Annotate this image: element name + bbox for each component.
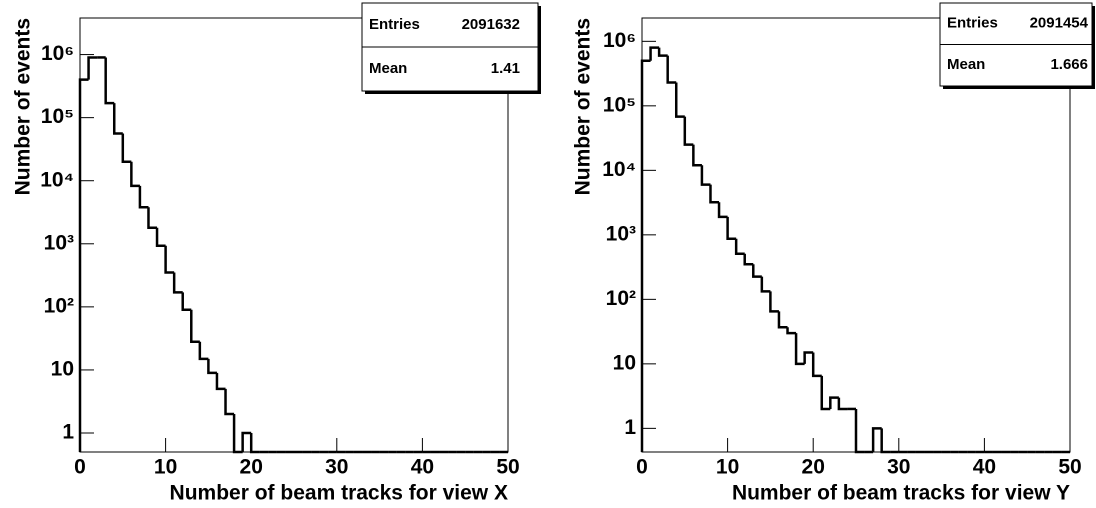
x-tick-label: 30	[887, 456, 910, 479]
histogram-bin	[829, 396, 839, 409]
histogram-bin	[709, 184, 720, 204]
x-tick-label: 10	[154, 456, 177, 479]
histogram-bin	[777, 311, 788, 329]
histogram-bin	[752, 264, 762, 278]
y-tick-label: 10	[51, 357, 74, 380]
histogram-bin	[811, 352, 822, 378]
histogram-bin	[198, 341, 209, 361]
y-tick-label: 10⁶	[603, 29, 636, 52]
histogram-bin	[164, 245, 175, 274]
stats-value: 1.41	[491, 60, 520, 77]
histogram-bin	[657, 47, 668, 57]
histogram-bin	[121, 133, 132, 163]
histogram-bin	[760, 276, 771, 293]
x-tick-label: 50	[1058, 456, 1081, 479]
y-tick-label: 10³	[606, 222, 636, 245]
histogram-bin	[769, 291, 779, 313]
stats-label: Mean	[947, 56, 985, 73]
histogram-bin	[803, 351, 814, 364]
y-tick-label: 10³	[44, 231, 74, 254]
histogram-bin	[241, 431, 252, 452]
histogram-bin	[743, 253, 754, 266]
histogram-bin	[190, 309, 200, 343]
stats-label: Entries	[369, 16, 420, 33]
x-tick-label: 0	[636, 456, 648, 479]
histogram-bin	[181, 292, 192, 312]
histogram-bin	[249, 433, 260, 454]
y-tick-label: 10⁴	[40, 168, 74, 191]
histogram-bin	[640, 59, 651, 452]
histogram-bin	[215, 372, 226, 391]
y-axis-title: Number of events	[572, 18, 595, 195]
histogram-bin	[649, 46, 660, 61]
histogram-bin	[683, 116, 694, 146]
histogram-bin	[155, 227, 166, 248]
y-tick-label: 10⁶	[41, 42, 74, 65]
histogram-bin	[674, 82, 685, 118]
histogram-bin	[87, 56, 98, 80]
histogram-bin	[700, 165, 711, 186]
stats-label: Mean	[369, 60, 407, 77]
stats-value: 1.666	[1050, 56, 1088, 73]
histogram-bin	[147, 207, 158, 229]
histogram-bin	[172, 272, 183, 294]
histogram-bin	[871, 427, 882, 452]
stats-value: 2091632	[462, 16, 520, 33]
histogram-bin	[666, 55, 677, 84]
histogram-bin	[734, 238, 745, 255]
x-tick-label: 30	[325, 456, 348, 479]
histogram-bin	[104, 57, 115, 105]
y-tick-label: 1	[62, 421, 74, 444]
histogram-bin	[232, 414, 243, 454]
histogram-bin	[717, 202, 728, 219]
stats-value: 2091454	[1030, 15, 1089, 32]
x-tick-label: 50	[496, 456, 519, 479]
x-tick-label: 20	[802, 456, 825, 479]
histogram-bin	[224, 388, 235, 416]
y-tick-label: 10	[613, 351, 636, 374]
x-tick-label: 20	[240, 456, 263, 479]
histogram-bin	[837, 397, 848, 411]
histogram-bin	[130, 161, 140, 188]
histogram-bin	[112, 103, 123, 135]
y-tick-label: 10⁵	[41, 105, 74, 128]
histogram-bin	[820, 375, 831, 411]
histogram-bin	[138, 185, 149, 209]
histogram-bin	[786, 327, 797, 335]
x-tick-label: 40	[973, 456, 996, 479]
y-tick-label: 10⁵	[603, 93, 636, 116]
x-tick-label: 0	[74, 456, 86, 479]
x-tick-label: 10	[716, 456, 739, 479]
x-tick-label: 40	[411, 456, 434, 479]
x-axis-title: Number of beam tracks for view Y	[732, 482, 1070, 505]
y-tick-label: 10²	[44, 294, 74, 317]
y-tick-label: 10⁴	[602, 158, 636, 181]
histogram-bin	[692, 144, 702, 167]
histogram-bin	[794, 333, 805, 366]
histogram-bin	[78, 78, 89, 452]
y-tick-label: 10²	[606, 287, 636, 310]
histogram-bin	[854, 408, 865, 454]
histogram-bin	[880, 428, 891, 454]
histogram-bin	[726, 216, 737, 240]
stats-label: Entries	[947, 15, 998, 32]
y-tick-label: 1	[624, 416, 636, 439]
y-axis-title: Number of events	[12, 18, 35, 195]
x-axis-title: Number of beam tracks for view X	[170, 482, 508, 505]
histogram-bin	[207, 358, 217, 375]
